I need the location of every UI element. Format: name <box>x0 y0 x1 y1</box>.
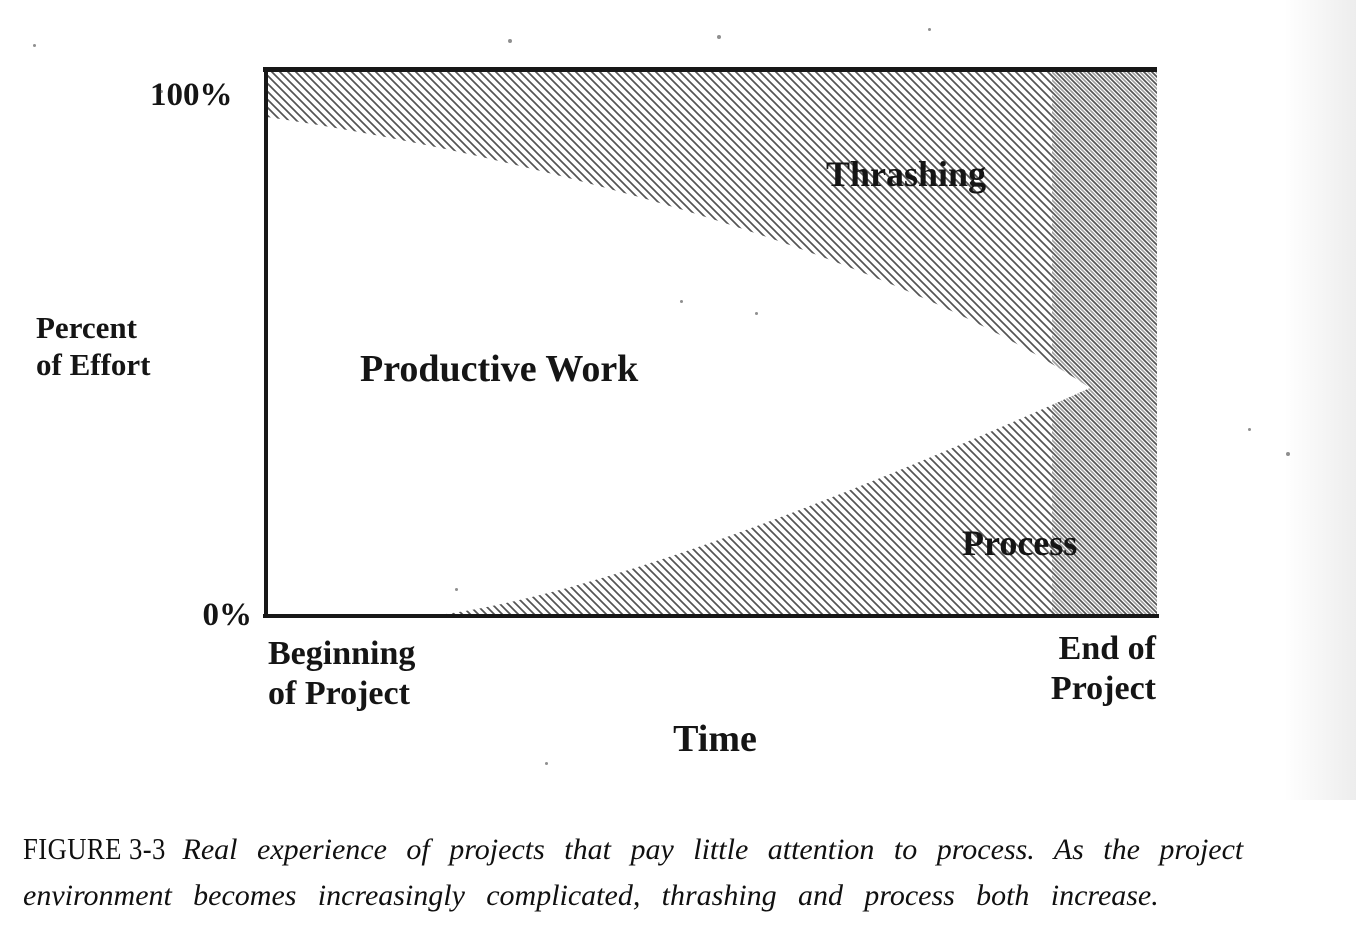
scan-speck <box>680 300 683 303</box>
caption-text-line-2: environment becomes increasingly complic… <box>23 879 1159 912</box>
x-axis-title: Time <box>673 718 757 760</box>
scan-right-edge-shading <box>1284 0 1356 800</box>
productive-work-area <box>267 117 1090 616</box>
x-axis-line <box>263 614 1159 618</box>
productive-work-region-label: Productive Work <box>360 348 639 390</box>
caption-line-1: FIGURE 3-3 Real experience of projects t… <box>23 826 1343 873</box>
chart-top-border-line <box>263 67 1157 72</box>
thrashing-region-label: Thrashing <box>826 154 987 194</box>
figure-caption: FIGURE 3-3 Real experience of projects t… <box>23 826 1343 919</box>
scan-speck <box>545 762 548 765</box>
scan-speck <box>755 312 758 315</box>
x-label-end: End of Project <box>1050 630 1156 707</box>
scan-speck <box>160 90 163 93</box>
scan-speck <box>928 28 931 31</box>
y-tick-100-label: 100% <box>150 77 233 113</box>
scan-speck <box>508 39 512 43</box>
process-region-label: Process <box>962 523 1078 563</box>
scan-speck <box>1286 452 1290 456</box>
hatch-dense-right-band <box>1052 68 1157 617</box>
scan-speck <box>717 35 721 39</box>
scan-speck <box>33 44 36 47</box>
x-label-beginning: Beginning of Project <box>268 635 416 712</box>
scan-speck <box>455 588 458 591</box>
scan-speck <box>1248 428 1251 431</box>
y-tick-0-label: 0% <box>202 597 253 633</box>
figure-number-tag: FIGURE 3-3 <box>23 831 166 866</box>
y-axis-title: Percent of Effort <box>36 310 151 382</box>
caption-text-line-1: Real experience of projects that pay lit… <box>182 833 1244 866</box>
effort-over-time-chart <box>263 67 1159 618</box>
y-axis-line <box>264 67 268 618</box>
